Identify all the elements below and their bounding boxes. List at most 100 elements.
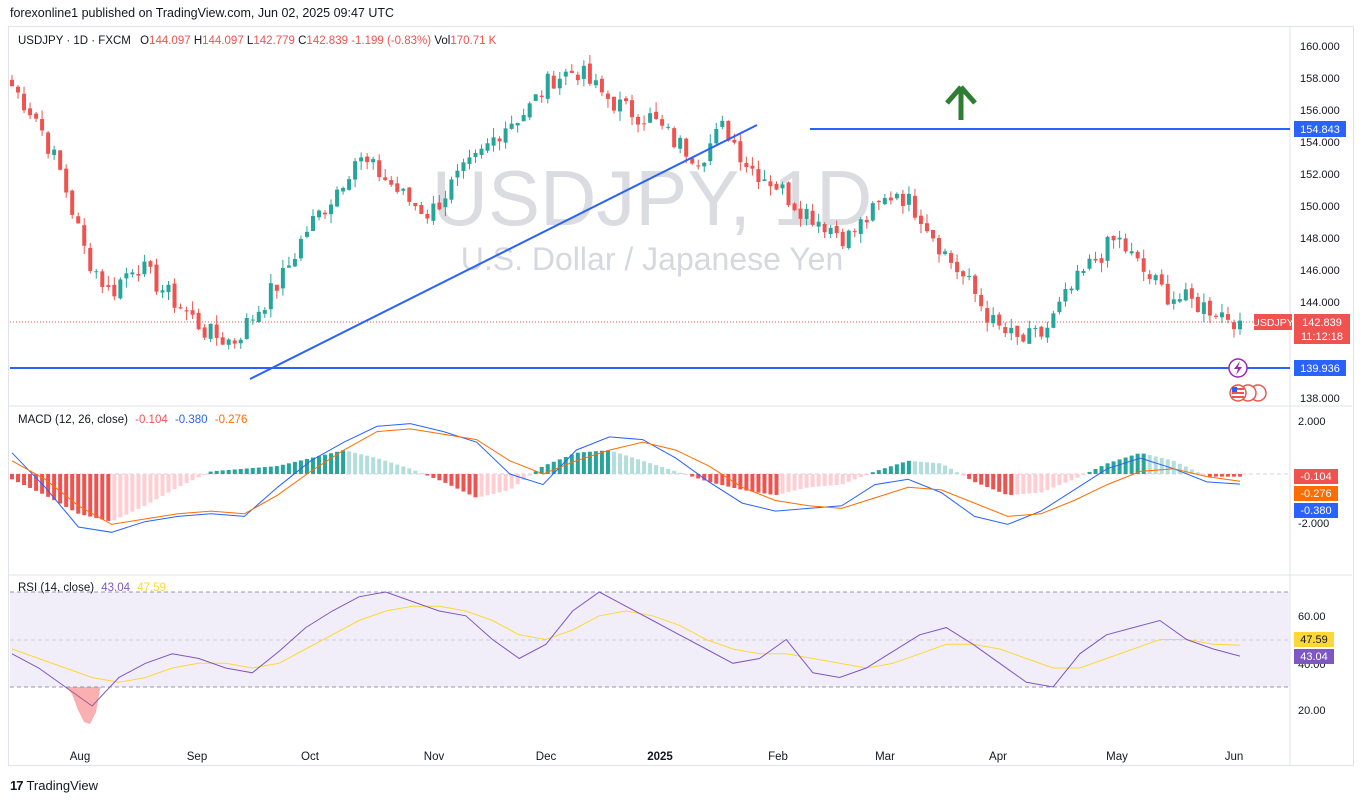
macd-hist-bar [377, 458, 382, 474]
macd-hist-bar [238, 468, 243, 474]
candle-body [1153, 275, 1158, 281]
footer-brand[interactable]: 17 TradingView [10, 778, 98, 793]
candle-body [455, 170, 460, 178]
candle-body [1009, 327, 1014, 334]
candle-body [148, 261, 153, 267]
macd-hist-bar [395, 464, 400, 474]
candle-body [1231, 322, 1236, 330]
candle-body [822, 224, 827, 233]
rsi-title: RSI (14, close) [18, 582, 95, 594]
candle-body [268, 283, 273, 310]
candle-body [545, 73, 550, 99]
resistance-badge: 154.843 [1294, 121, 1346, 137]
candle-body [407, 187, 412, 202]
macd-hist-bar [551, 461, 556, 474]
lightning-event-icon[interactable] [1228, 358, 1248, 378]
candle-body [937, 238, 942, 255]
candle-body [1111, 235, 1116, 241]
macd-hist-bar [148, 474, 153, 503]
candle-body [383, 177, 388, 181]
macd-hist-bar [1123, 457, 1128, 474]
candle-body [1129, 251, 1134, 254]
macd-hist-bar [184, 474, 189, 484]
macd-hist-bar [605, 450, 610, 474]
price-axis[interactable]: 160.000 158.000 156.000 154.000 152.000 150.0… [1300, 41, 1340, 405]
candle-body [852, 231, 857, 233]
candle-body [166, 284, 171, 293]
trendline[interactable] [249, 124, 758, 380]
macd-hist-bar [244, 468, 249, 474]
time-axis[interactable]: Aug Sep Oct Nov Dec 2025 Feb Mar Apr May Jun [70, 751, 1244, 763]
macd-hist-bar [124, 474, 129, 515]
svg-text:154.843: 154.843 [1300, 124, 1340, 136]
candle-body [419, 205, 424, 214]
candle-body [696, 165, 701, 167]
candle-body [1165, 283, 1170, 305]
svg-text:11:12:18: 11:12:18 [1301, 331, 1343, 343]
macd-hist-bar [617, 453, 622, 474]
candle-body [509, 123, 514, 129]
candle-body [1201, 302, 1206, 314]
symbol-label: USDJPY · 1D · FXCM [18, 35, 131, 47]
macd-hist-bar [894, 464, 899, 474]
rsi-legend[interactable]: RSI (14, close) 43.04 47.59 [18, 582, 166, 594]
macd-hist-bar [413, 470, 418, 474]
macd-hist-bar [190, 474, 195, 481]
candle-body [310, 216, 315, 232]
candle-body [660, 119, 665, 126]
candle-body [690, 158, 695, 164]
macd-hist-bar [768, 474, 773, 495]
candle-body [94, 271, 99, 273]
time-tick-label: Jun [1225, 751, 1244, 763]
macd-hist-bar [912, 461, 917, 474]
svg-text:43.04: 43.04 [1300, 651, 1328, 663]
macd-legend[interactable]: MACD (12, 26, close) -0.104 -0.380 -0.27… [18, 414, 247, 426]
rsi-ma-value: 47.59 [137, 582, 167, 594]
candle-body [1093, 258, 1098, 261]
macd-tick: 2.000 [1298, 416, 1326, 428]
macd-hist-bar [720, 474, 725, 486]
candle-body [1238, 320, 1242, 330]
candle-body [756, 169, 761, 183]
macd-hist-bar [900, 462, 905, 474]
candle-body [443, 198, 448, 208]
candle-body [491, 137, 496, 146]
macd-hist-bar [353, 452, 358, 474]
symbol-legend[interactable]: USDJPY · 1D · FXCM O144.097 H144.097 L14… [18, 35, 496, 47]
candle-body [341, 187, 346, 192]
candle-body [497, 138, 502, 142]
candle-body [130, 272, 135, 275]
macd-hist-bar [581, 452, 586, 474]
candle-body [1147, 274, 1152, 280]
candle-body [70, 190, 75, 215]
candle-body [298, 238, 303, 259]
candle-body [539, 95, 544, 98]
high-label: H [193, 35, 203, 47]
macd-hist-bar [292, 461, 297, 474]
time-tick-label: Apr [989, 751, 1007, 763]
macd-hist-bar [1069, 474, 1074, 481]
footer-brand-name: TradingView [26, 778, 99, 793]
volume-label: Vol [434, 35, 451, 47]
candle-body [274, 284, 279, 291]
candle-body [250, 319, 255, 321]
candle-body [624, 98, 628, 102]
candle-body [864, 219, 869, 223]
candle-body [979, 294, 984, 307]
macd-hist-bar [1147, 455, 1152, 474]
macd-hist-bar [991, 474, 996, 490]
candle-body [317, 210, 321, 218]
candle-body [1027, 328, 1032, 344]
watermark-title: USDJPY, 1D [432, 154, 873, 242]
rsi-badge: 43.04 [1294, 649, 1334, 664]
macd-hist-bar [937, 463, 942, 474]
symbol-badge: USDJPY [1252, 314, 1294, 330]
candle-body [1075, 270, 1080, 290]
macd-hist-bar [329, 453, 334, 474]
macd-hist-bar [1159, 457, 1164, 474]
candle-body [666, 126, 671, 128]
macd-hist-bar [846, 474, 851, 482]
candle-body [28, 108, 33, 116]
us-flag-event-icon[interactable] [1229, 384, 1267, 402]
